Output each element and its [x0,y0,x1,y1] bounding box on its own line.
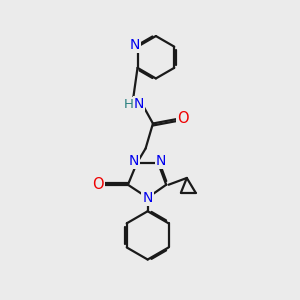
Text: N: N [134,98,144,111]
Text: N: N [129,154,139,168]
Text: H: H [124,98,134,111]
Text: N: N [130,38,140,52]
Text: N: N [142,191,153,205]
Text: O: O [177,111,189,126]
Text: O: O [92,177,104,192]
Text: N: N [156,154,166,168]
